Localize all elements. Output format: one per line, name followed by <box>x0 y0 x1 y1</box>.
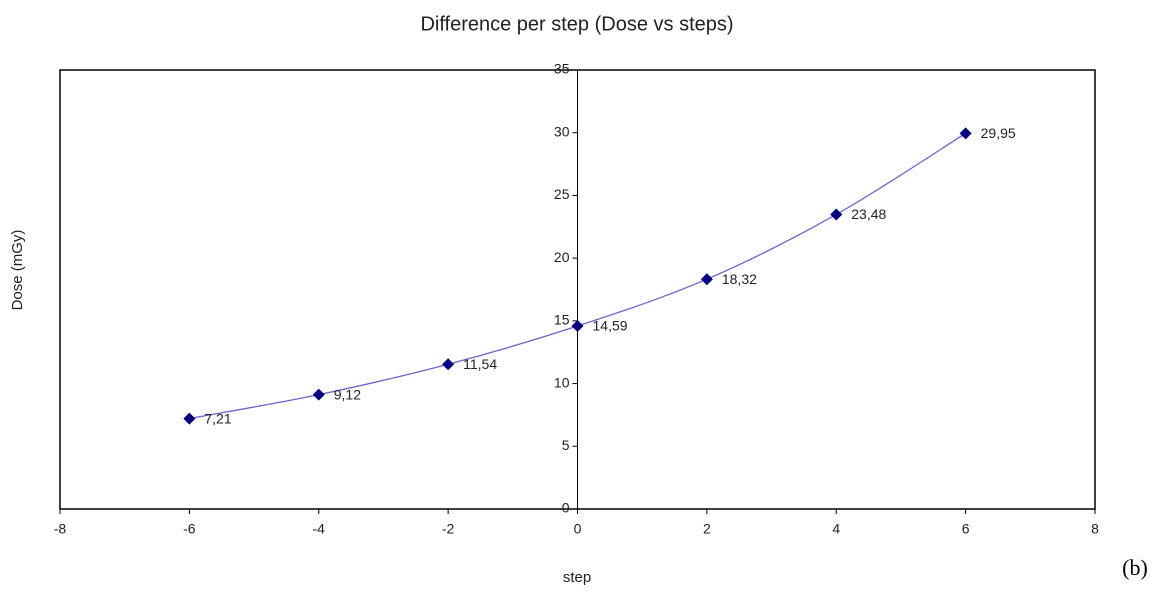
data-label: 23,48 <box>851 206 886 222</box>
y-tick-label: 5 <box>562 437 570 453</box>
panel-tag: (b) <box>1122 555 1148 580</box>
x-tick-label: 2 <box>703 521 711 537</box>
point <box>442 358 455 371</box>
point <box>959 127 972 140</box>
data-label: 11,54 <box>463 356 497 372</box>
point <box>700 273 713 286</box>
point <box>830 208 843 221</box>
data-label: 9,12 <box>334 386 361 402</box>
y-tick-label: 15 <box>554 312 570 328</box>
x-tick-label: 4 <box>832 521 840 537</box>
y-tick-label: 35 <box>554 61 570 77</box>
x-tick-label: -2 <box>442 521 455 537</box>
x-tick-label: -6 <box>183 521 196 537</box>
y-tick-label: 20 <box>554 249 570 265</box>
y-tick-label: 0 <box>562 500 570 516</box>
x-tick-label: 0 <box>574 521 582 537</box>
y-tick-label: 10 <box>554 374 570 390</box>
x-tick-label: 6 <box>962 521 970 537</box>
data-label: 29,95 <box>981 125 1016 141</box>
y-tick-label: 30 <box>554 123 570 139</box>
data-label: 14,59 <box>593 318 628 334</box>
chart-title: Difference per step (Dose vs steps) <box>420 13 733 35</box>
point <box>312 388 325 401</box>
data-label: 7,21 <box>204 410 231 426</box>
point <box>571 319 584 332</box>
point <box>183 412 196 425</box>
y-tick-label: 25 <box>554 186 570 202</box>
x-axis-title: step <box>563 569 591 586</box>
y-axis-title: Dose (mGy) <box>9 230 26 311</box>
x-tick-label: 8 <box>1091 521 1099 537</box>
x-tick-label: -8 <box>54 521 67 537</box>
x-tick-label: -4 <box>313 521 326 537</box>
data-label: 18,32 <box>722 271 757 287</box>
